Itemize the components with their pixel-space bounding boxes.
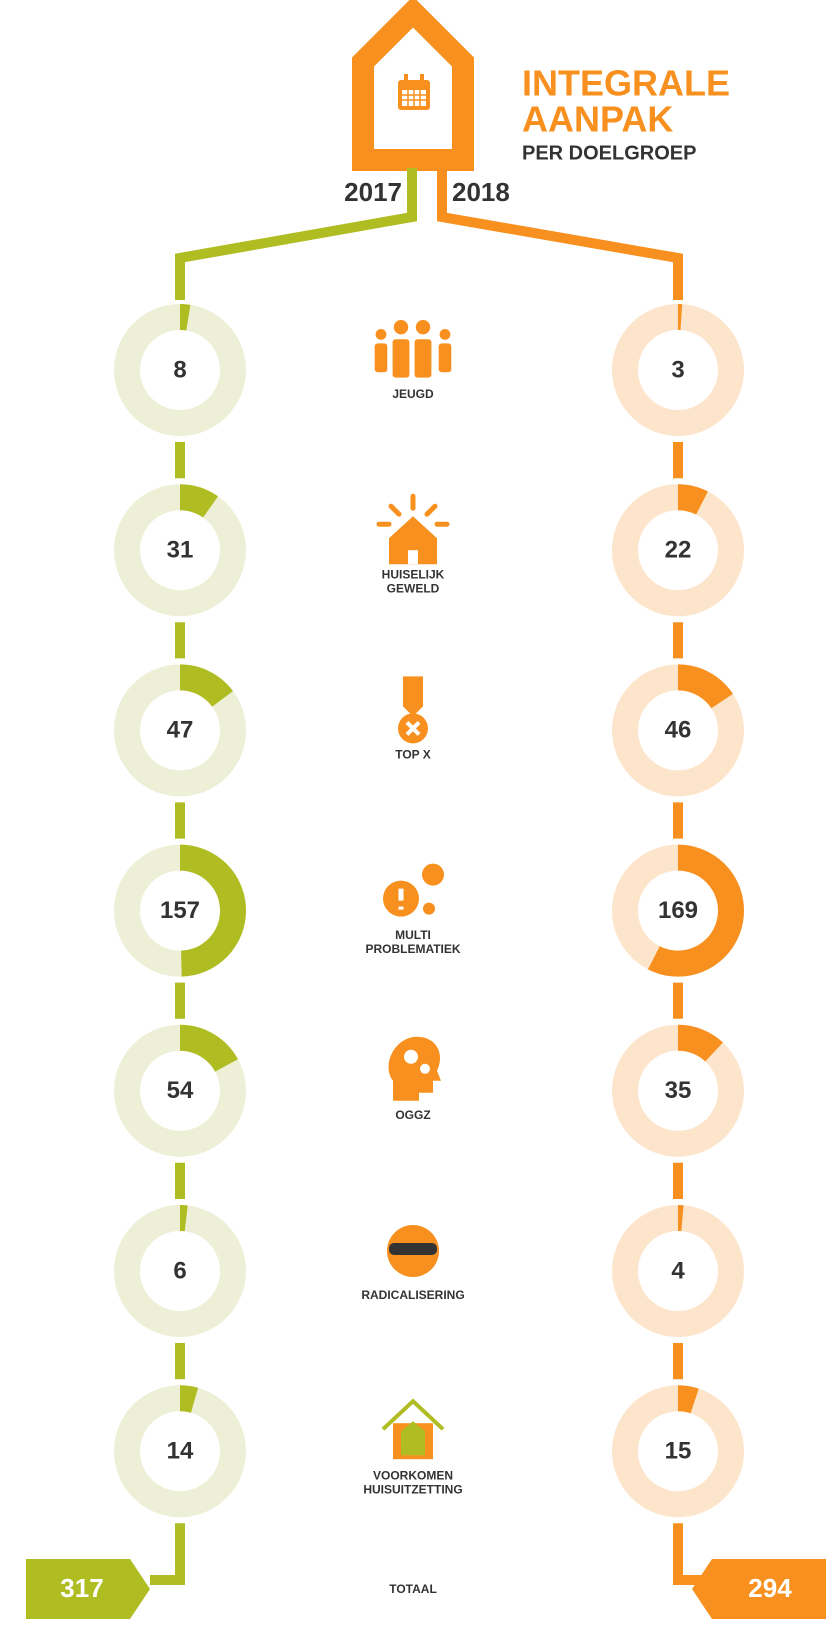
group-icon bbox=[398, 676, 428, 744]
icon-burst bbox=[422, 863, 444, 886]
total-box bbox=[26, 1559, 150, 1619]
donut-arc bbox=[612, 664, 744, 797]
group-label: TOP X bbox=[395, 748, 431, 762]
group-label: GEWELD bbox=[387, 581, 440, 595]
donut-arc bbox=[114, 1024, 246, 1157]
title-line: AANPAK bbox=[522, 99, 673, 140]
group-icon bbox=[376, 493, 450, 565]
group-icon bbox=[387, 1225, 439, 1277]
group-label: PROBLEMATIEK bbox=[365, 942, 460, 956]
donut-value: 46 bbox=[665, 717, 692, 744]
icon-person-head bbox=[375, 329, 387, 340]
donut-arc bbox=[612, 1385, 744, 1518]
donut-value: 54 bbox=[167, 1077, 194, 1104]
group-label: MULTI bbox=[395, 928, 431, 942]
year-label: 2017 bbox=[344, 177, 402, 207]
group-label: JEUGD bbox=[392, 387, 434, 401]
group-label: OGGZ bbox=[395, 1108, 430, 1122]
group-label: RADICALISERING bbox=[361, 1288, 464, 1302]
icon-gear bbox=[420, 1063, 430, 1074]
subtitle: PER DOELGROEP bbox=[522, 142, 696, 164]
group-label: VOORKOMEN bbox=[373, 1468, 453, 1482]
icon-person-body bbox=[392, 339, 410, 378]
icon-ribbon bbox=[403, 676, 423, 717]
icon-person-head bbox=[393, 320, 409, 335]
donut-value: 169 bbox=[658, 897, 698, 924]
donut-arc bbox=[114, 844, 246, 977]
icon-person-body bbox=[414, 339, 432, 378]
icon-head bbox=[388, 1036, 441, 1101]
icon-rays bbox=[376, 493, 450, 527]
total-value: 317 bbox=[60, 1573, 103, 1603]
donut-arc bbox=[114, 1385, 246, 1518]
house-outline bbox=[352, 0, 474, 171]
group-icon bbox=[381, 1398, 445, 1460]
donut-arc bbox=[612, 844, 744, 977]
donut-value: 14 bbox=[167, 1438, 194, 1465]
donut-value: 22 bbox=[665, 537, 692, 564]
icon-inner bbox=[401, 1421, 425, 1456]
group-icon bbox=[388, 1036, 441, 1101]
donut-arc bbox=[114, 304, 246, 436]
icon-person-head bbox=[415, 320, 431, 335]
icon-gear bbox=[404, 1049, 418, 1064]
donut-arc bbox=[612, 304, 744, 436]
donut-value: 31 bbox=[167, 537, 194, 564]
donut-arc bbox=[114, 484, 246, 617]
donut-arc bbox=[114, 1205, 246, 1337]
donut-value: 8 bbox=[173, 356, 186, 383]
total-label: TOTAAL bbox=[389, 1582, 437, 1596]
donut-value: 157 bbox=[160, 897, 200, 924]
icon-door bbox=[408, 550, 418, 565]
donut-arc bbox=[612, 1205, 744, 1337]
total-value: 294 bbox=[748, 1573, 792, 1603]
donut-value: 3 bbox=[671, 356, 684, 383]
total-box bbox=[692, 1559, 826, 1619]
group-label: HUISUITZETTING bbox=[363, 1482, 462, 1496]
icon-house bbox=[389, 516, 437, 565]
group-icon bbox=[383, 863, 444, 917]
icon-burst bbox=[423, 902, 435, 915]
donut-value: 47 bbox=[167, 717, 194, 744]
donut-arc bbox=[114, 664, 246, 797]
donut-value: 6 bbox=[173, 1257, 186, 1284]
year-label: 2018 bbox=[452, 177, 510, 207]
connector bbox=[437, 168, 683, 300]
icon-person-body bbox=[438, 343, 452, 373]
donut-arc bbox=[612, 484, 744, 617]
connector bbox=[150, 1523, 185, 1585]
icon-person-body bbox=[374, 343, 388, 373]
calendar-icon bbox=[398, 74, 430, 110]
donut-value: 35 bbox=[665, 1077, 692, 1104]
icon-mask bbox=[389, 1243, 437, 1255]
group-icon bbox=[374, 320, 452, 378]
icon-roof bbox=[381, 1398, 445, 1431]
donut-value: 15 bbox=[665, 1438, 692, 1465]
icon-person-head bbox=[439, 329, 451, 340]
donut-value: 4 bbox=[671, 1257, 685, 1284]
group-label: HUISELIJK bbox=[382, 567, 445, 581]
connector bbox=[175, 168, 417, 300]
icon-x bbox=[405, 720, 421, 736]
donut-arc bbox=[612, 1024, 744, 1157]
title-line: INTEGRALE bbox=[522, 63, 730, 104]
